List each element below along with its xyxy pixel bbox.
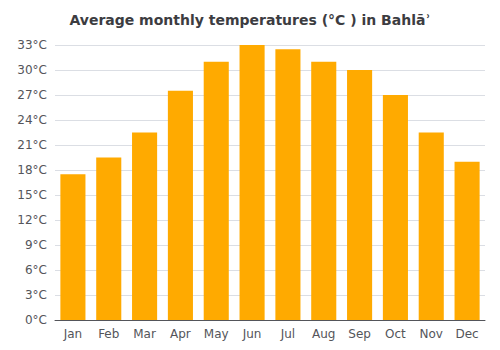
svg-text:Mar: Mar xyxy=(133,327,156,341)
svg-text:Jul: Jul xyxy=(280,327,295,341)
svg-text:12°C: 12°C xyxy=(17,213,47,227)
svg-text:Nov: Nov xyxy=(420,327,443,341)
svg-text:Jun: Jun xyxy=(242,327,262,341)
svg-text:Jan: Jan xyxy=(63,327,83,341)
svg-text:30°C: 30°C xyxy=(17,63,47,77)
svg-text:33°C: 33°C xyxy=(17,38,47,52)
svg-text:Apr: Apr xyxy=(170,327,191,341)
svg-text:3°C: 3°C xyxy=(25,288,47,302)
svg-text:24°C: 24°C xyxy=(17,113,47,127)
svg-text:Dec: Dec xyxy=(455,327,478,341)
svg-text:May: May xyxy=(204,327,229,341)
svg-text:Sep: Sep xyxy=(348,327,371,341)
svg-text:21°C: 21°C xyxy=(17,138,47,152)
svg-text:18°C: 18°C xyxy=(17,163,47,177)
svg-text:Feb: Feb xyxy=(98,327,119,341)
svg-text:9°C: 9°C xyxy=(25,238,47,252)
svg-text:0°C: 0°C xyxy=(25,313,47,327)
svg-text:Oct: Oct xyxy=(385,327,406,341)
svg-text:Aug: Aug xyxy=(312,327,335,341)
svg-text:6°C: 6°C xyxy=(25,263,47,277)
svg-text:15°C: 15°C xyxy=(17,188,47,202)
svg-text:27°C: 27°C xyxy=(17,88,47,102)
svg-text:Average monthly temperatures (: Average monthly temperatures (°C ) in Ba… xyxy=(69,12,430,28)
